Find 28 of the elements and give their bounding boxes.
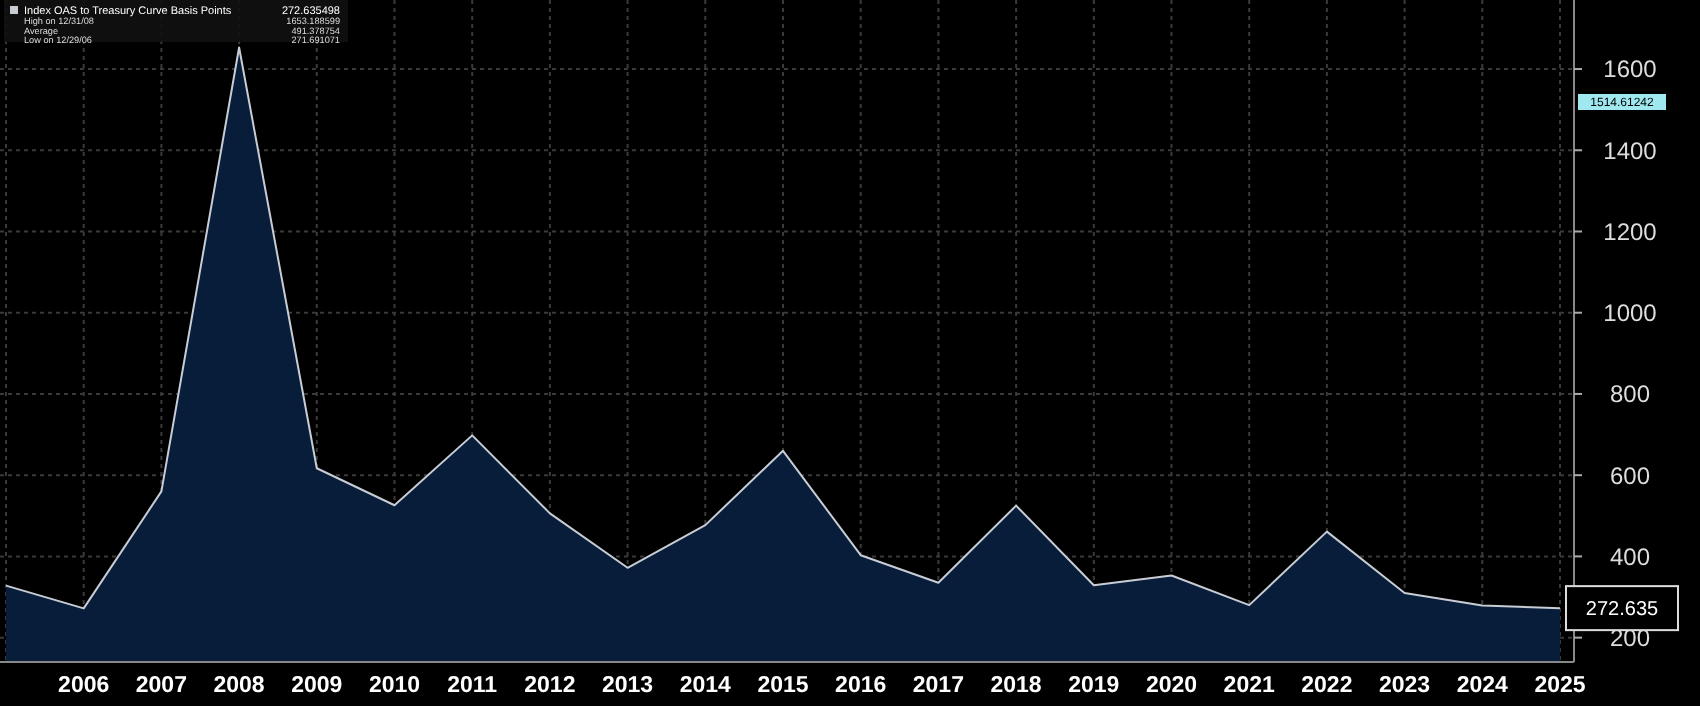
x-tick-label: 2009 [291,674,343,698]
x-tick-label: 2019 [1068,674,1120,698]
x-tick-label: 2018 [990,674,1043,698]
y-tick-label: 1000 [1603,299,1658,328]
x-tick-label: 2013 [602,674,654,698]
x-tick-label: 2015 [757,674,810,698]
x-tick-label: 2021 [1223,674,1276,698]
data-label: 272.635 [1585,599,1660,622]
x-tick-label: 2011 [447,674,499,698]
x-tick-label: 2010 [368,674,421,698]
x-tick-label: 2008 [213,674,266,698]
x-tick-label: 2017 [912,674,964,698]
y-tick-label: 600 [1609,461,1651,490]
x-tick-label: 2016 [835,674,887,698]
y-tick-label: 1200 [1603,217,1658,246]
x-tick-label: 2023 [1379,674,1431,698]
x-tick-label: 2014 [679,674,733,698]
x-tick-label: 2025 [1534,674,1587,698]
x-tick-label: 2012 [524,674,576,698]
y-tick-label: 1400 [1603,136,1658,165]
x-tick-label: 2007 [135,674,187,698]
y-tick-label: 1600 [1603,55,1658,84]
x-tick-label: 2020 [1145,674,1198,698]
x-tick-label: 2022 [1301,674,1353,698]
x-tick-label: 2006 [58,674,110,698]
x-tick-label: 2024 [1456,674,1510,698]
y-tick-label: 400 [1609,542,1651,571]
y-tick-label: 800 [1609,380,1651,409]
